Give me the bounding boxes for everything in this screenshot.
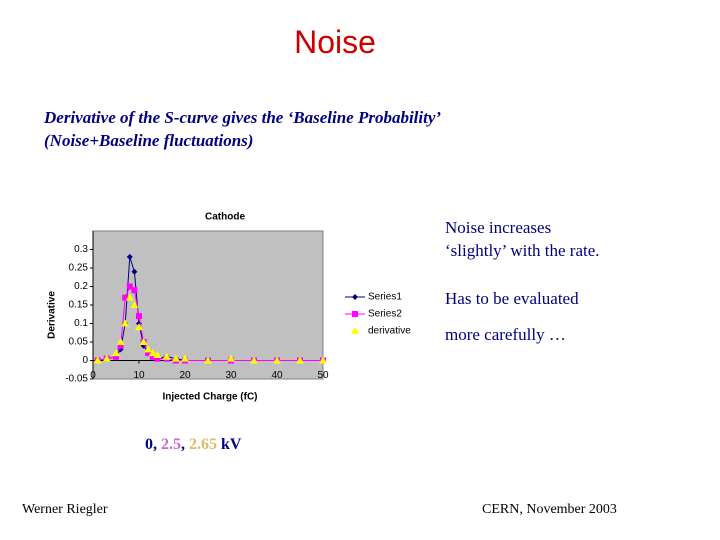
- data-point: [153, 350, 162, 358]
- note: Has to be evaluated: [445, 289, 579, 308]
- caption-part: kV: [217, 436, 242, 453]
- data-point: [122, 294, 129, 301]
- caption-part: ,: [181, 436, 189, 453]
- note: Noise increases: [445, 218, 552, 237]
- data-point: [136, 313, 142, 320]
- data-point: [116, 338, 125, 345]
- data-point: [181, 354, 189, 362]
- legend-label: Series1: [368, 292, 402, 303]
- data-point: [102, 354, 111, 362]
- data-point: [149, 353, 156, 360]
- y-tick-label: 0.3: [74, 244, 88, 255]
- y-tick-label: 0.2: [74, 281, 88, 292]
- data-point: [113, 353, 119, 360]
- caption-part: 0: [145, 436, 153, 453]
- caption-part: 2.5: [161, 436, 181, 453]
- data-point: [117, 342, 124, 349]
- y-tick-label: 0.05: [69, 337, 89, 348]
- data-point: [93, 356, 102, 364]
- data-point: [154, 355, 161, 362]
- data-point: [296, 356, 304, 364]
- footer-left: Werner Riegler: [22, 502, 108, 517]
- caption: 0, 2.5, 2.65 kV: [145, 436, 241, 454]
- data-point: [250, 356, 258, 364]
- legend-marker: [351, 327, 359, 334]
- y-tick-label: 0.25: [69, 263, 89, 274]
- data-point: [121, 319, 130, 327]
- data-point: [131, 287, 138, 294]
- footer-right: CERN, November 2003: [482, 502, 617, 517]
- slide-title: Noise: [294, 24, 376, 60]
- data-point: [125, 293, 134, 301]
- data-point: [126, 253, 133, 260]
- data-point: [135, 323, 143, 331]
- data-point: [171, 354, 180, 362]
- legend-marker: [352, 294, 358, 300]
- data-point: [227, 354, 235, 362]
- data-point: [144, 345, 153, 353]
- subtitle: Derivative of the S-curve gives the ‘Bas…: [44, 108, 442, 127]
- caption-part: 2.65: [189, 436, 217, 453]
- y-axis-label: Derivative: [47, 291, 58, 339]
- x-tick-label: 30: [225, 370, 237, 381]
- x-tick-label: 10: [133, 370, 145, 381]
- data-point: [130, 301, 139, 308]
- chart-title: Cathode: [205, 212, 245, 223]
- data-point: [148, 349, 157, 357]
- legend-label: Series2: [368, 309, 402, 320]
- x-axis-label: Injected Charge (fC): [162, 392, 257, 403]
- note: ‘slightly’ with the rate.: [445, 241, 600, 260]
- caption-part: ,: [153, 436, 161, 453]
- x-tick-label: 40: [271, 370, 283, 381]
- y-tick-label: 0.15: [69, 300, 89, 311]
- data-point: [126, 283, 133, 290]
- data-point: [273, 356, 281, 364]
- legend-marker: [352, 311, 358, 317]
- y-tick-label: 0: [82, 355, 88, 366]
- data-point: [139, 338, 148, 345]
- data-point: [131, 268, 138, 275]
- data-point: [162, 352, 171, 360]
- x-tick-label: 50: [317, 370, 329, 381]
- legend-label: derivative: [368, 326, 411, 337]
- data-point: [319, 356, 327, 364]
- data-point: [145, 350, 152, 357]
- data-point: [112, 349, 120, 357]
- x-tick-label: 20: [179, 370, 191, 381]
- y-tick-label: 0.1: [74, 318, 88, 329]
- x-tick-label: 0: [90, 370, 96, 381]
- data-point: [204, 356, 212, 364]
- y-tick-label: -0.05: [65, 374, 88, 385]
- subtitle: (Noise+Baseline fluctuations): [44, 131, 254, 150]
- note: more carefully …: [445, 325, 566, 344]
